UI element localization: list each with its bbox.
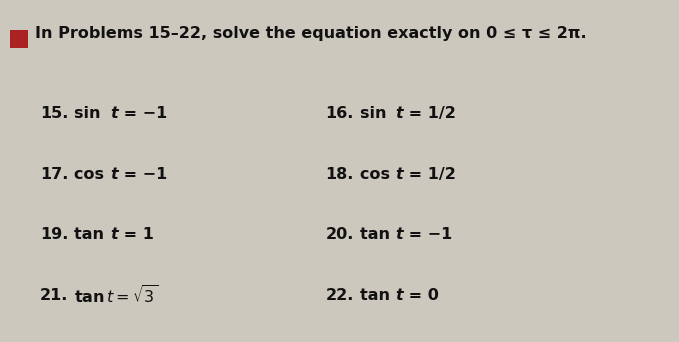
FancyBboxPatch shape [10,30,28,48]
Text: t: t [396,106,403,121]
Text: tan: tan [360,227,395,242]
Text: 20.: 20. [325,227,354,242]
Text: = 0: = 0 [403,288,439,303]
Text: cos: cos [360,167,395,182]
Text: sin: sin [74,106,107,121]
Text: sin: sin [360,106,392,121]
Text: In Problems 15–22, solve the equation exactly on 0 ≤ τ ≤ 2π.: In Problems 15–22, solve the equation ex… [35,26,587,41]
Text: t: t [110,106,117,121]
Text: 19.: 19. [40,227,69,242]
Text: = −1: = −1 [403,227,452,242]
Text: t: t [396,167,403,182]
Text: cos: cos [74,167,110,182]
Text: $\mathbf{tan}\,\mathit{t} = \sqrt{3}$: $\mathbf{tan}\,\mathit{t} = \sqrt{3}$ [74,285,158,306]
Text: t: t [110,227,117,242]
Text: 16.: 16. [325,106,354,121]
Text: = 1/2: = 1/2 [403,167,456,182]
Text: = 1: = 1 [117,227,153,242]
Text: tan: tan [74,227,110,242]
Text: 22.: 22. [325,288,354,303]
Text: = 1/2: = 1/2 [403,106,456,121]
Text: 21.: 21. [40,288,69,303]
Text: 15.: 15. [40,106,69,121]
Text: t: t [110,167,117,182]
Text: tan: tan [360,288,395,303]
Text: 17.: 17. [40,167,69,182]
Text: t: t [396,288,403,303]
Text: 18.: 18. [325,167,354,182]
Text: = −1: = −1 [117,167,167,182]
Text: t: t [396,227,403,242]
Text: = −1: = −1 [117,106,167,121]
